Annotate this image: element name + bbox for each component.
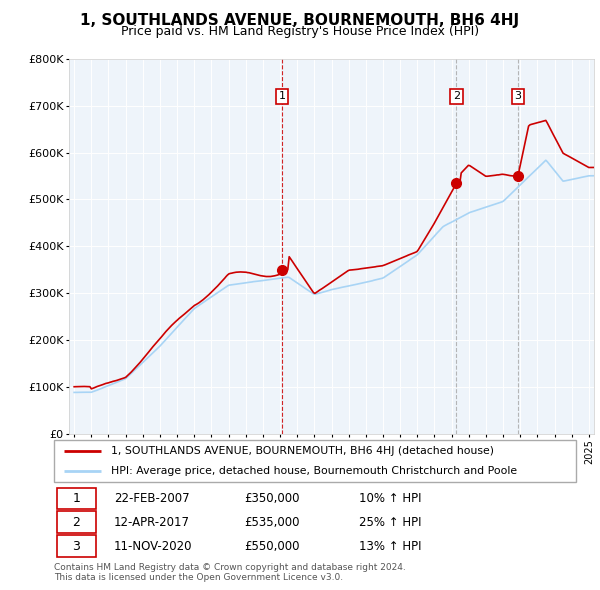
Text: 1, SOUTHLANDS AVENUE, BOURNEMOUTH, BH6 4HJ (detached house): 1, SOUTHLANDS AVENUE, BOURNEMOUTH, BH6 4…: [112, 446, 494, 456]
Text: Contains HM Land Registry data © Crown copyright and database right 2024.: Contains HM Land Registry data © Crown c…: [54, 563, 406, 572]
Text: 11-NOV-2020: 11-NOV-2020: [114, 539, 193, 552]
Text: 22-FEB-2007: 22-FEB-2007: [114, 492, 190, 505]
Text: 1, SOUTHLANDS AVENUE, BOURNEMOUTH, BH6 4HJ: 1, SOUTHLANDS AVENUE, BOURNEMOUTH, BH6 4…: [80, 13, 520, 28]
FancyBboxPatch shape: [56, 512, 96, 533]
Text: 12-APR-2017: 12-APR-2017: [114, 516, 190, 529]
Text: £535,000: £535,000: [245, 516, 300, 529]
Text: 25% ↑ HPI: 25% ↑ HPI: [359, 516, 422, 529]
Text: 10% ↑ HPI: 10% ↑ HPI: [359, 492, 422, 505]
Text: 3: 3: [514, 91, 521, 101]
Text: 13% ↑ HPI: 13% ↑ HPI: [359, 539, 422, 552]
FancyBboxPatch shape: [56, 488, 96, 509]
Text: 2: 2: [453, 91, 460, 101]
Text: Price paid vs. HM Land Registry's House Price Index (HPI): Price paid vs. HM Land Registry's House …: [121, 25, 479, 38]
Text: £350,000: £350,000: [245, 492, 300, 505]
FancyBboxPatch shape: [56, 535, 96, 557]
Text: This data is licensed under the Open Government Licence v3.0.: This data is licensed under the Open Gov…: [54, 573, 343, 582]
Text: 2: 2: [72, 516, 80, 529]
Text: 3: 3: [72, 539, 80, 552]
Text: HPI: Average price, detached house, Bournemouth Christchurch and Poole: HPI: Average price, detached house, Bour…: [112, 466, 518, 476]
Text: £550,000: £550,000: [245, 539, 300, 552]
Text: 1: 1: [72, 492, 80, 505]
Text: 1: 1: [278, 91, 286, 101]
